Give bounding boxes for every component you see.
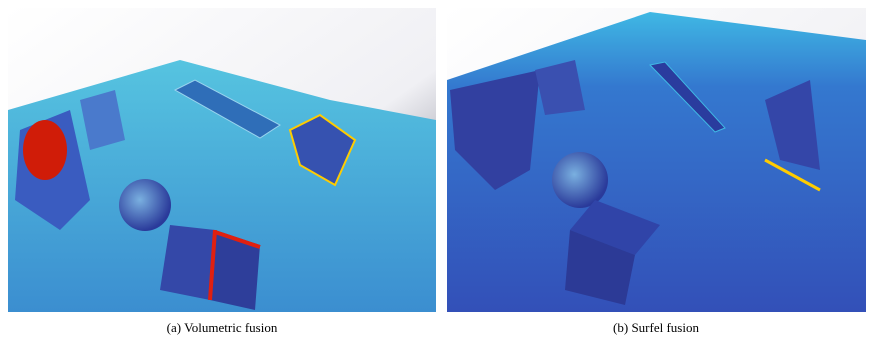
caption: (b) Surfel fusion (613, 320, 699, 335)
panel-b (447, 8, 866, 312)
page: {"figure": {"panels": [{"caption": "(a) … (0, 0, 872, 340)
figure: (a) Volumetric fusion (b) Surfel fusion (0, 0, 872, 340)
caption: (a) Volumetric fusion (167, 320, 278, 335)
panel-a (8, 8, 436, 312)
plant-hot (23, 120, 67, 180)
sphere (119, 179, 171, 231)
sphere (552, 152, 608, 208)
